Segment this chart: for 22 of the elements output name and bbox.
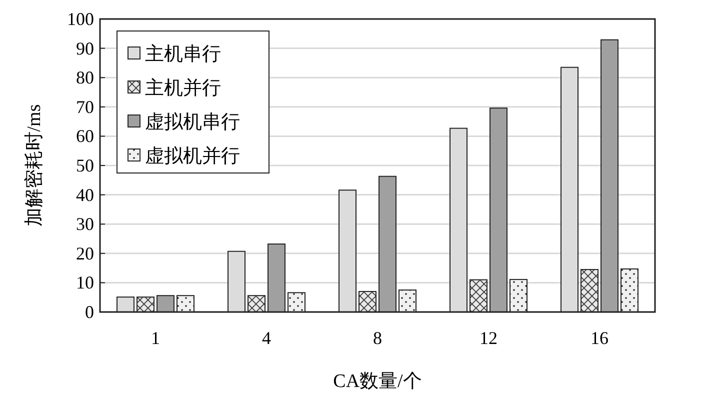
y-axis-title: 加解密耗时/ms: [23, 104, 45, 227]
x-axis-title: CA数量/个: [333, 371, 422, 392]
y-tick-label: 30: [76, 214, 94, 234]
x-tick-label: 8: [373, 328, 382, 348]
y-tick-label: 40: [76, 184, 94, 205]
legend-label: 虚拟机并行: [145, 146, 240, 167]
y-tick-label: 100: [67, 9, 94, 29]
x-tick-label: 12: [480, 328, 498, 348]
legend-label: 虚拟机串行: [145, 112, 240, 133]
y-tick-label: 20: [76, 243, 94, 264]
x-tick-label: 4: [262, 328, 271, 348]
x-tick-label: 16: [590, 328, 608, 348]
y-tick-label: 70: [76, 96, 94, 117]
y-tick-label: 10: [76, 272, 94, 293]
legend-label: 主机并行: [145, 77, 221, 99]
x-tick-label: 1: [151, 328, 160, 348]
y-tick-label: 0: [85, 302, 94, 322]
y-tick-label: 80: [76, 68, 94, 88]
y-tick-label: 50: [76, 156, 94, 176]
y-tick-label: 90: [76, 38, 94, 58]
y-tick-label: 60: [76, 126, 94, 146]
legend-label: 主机串行: [145, 43, 221, 65]
